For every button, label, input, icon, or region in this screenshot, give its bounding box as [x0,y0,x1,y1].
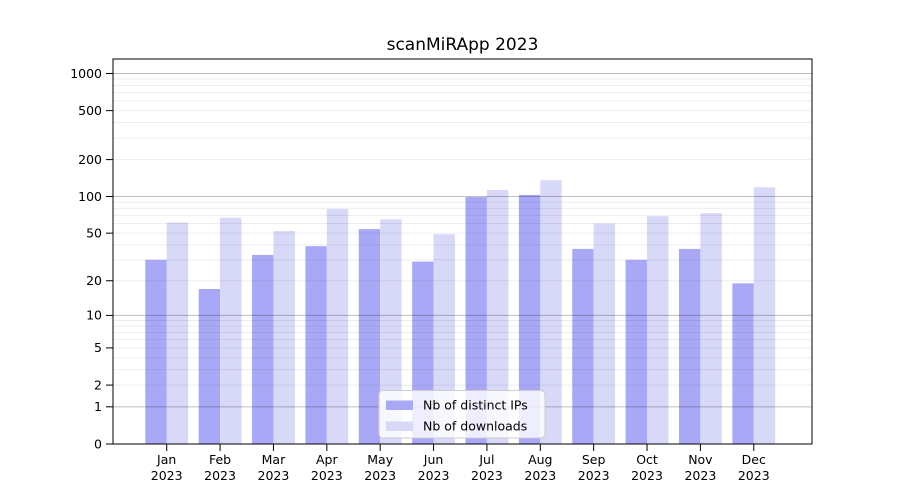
chart-title: scanMiRApp 2023 [387,35,539,55]
plot-area: 10005002001005020105210Jan2023Feb2023Mar… [70,58,813,483]
bar-downloads-aug [540,180,562,444]
bar-downloads-may [380,219,402,444]
x-tick-label-month: Sep [582,452,606,467]
x-tick-label-month: Apr [316,452,338,467]
y-tick-label: 0 [94,436,102,451]
x-tick-label-month: Oct [636,452,658,467]
x-tick-label-year: 2023 [364,468,396,483]
y-tick-label: 1000 [70,66,102,81]
y-tick-label: 100 [78,189,102,204]
bar-distinct-ips-sep [572,248,594,444]
bar-downloads-jul [486,190,509,444]
y-tick-label: 2 [94,377,102,392]
bar-downloads-jan [166,222,189,444]
x-tick-label-month: Mar [262,452,286,467]
x-tick-label-year: 2023 [418,468,450,483]
bar-distinct-ips-oct [625,259,648,444]
bar-distinct-ips-jul [465,197,487,444]
x-tick-label-year: 2023 [738,468,770,483]
bar-distinct-ips-mar [252,254,274,444]
bar-downloads-oct [647,216,669,444]
legend-swatch-distinct-ips-icon [386,400,413,410]
bar-distinct-ips-jan [145,259,167,444]
legend-label-downloads: Nb of downloads [423,419,527,434]
bar-downloads-apr [326,209,349,444]
x-tick-label-month: Jun [423,452,444,467]
x-tick-label-year: 2023 [151,468,183,483]
x-tick-label-month: Nov [688,452,713,467]
x-tick-label-month: Jul [478,452,494,467]
legend-box [378,390,546,439]
x-tick-label-year: 2023 [204,468,236,483]
y-tick-label: 5 [94,340,102,355]
y-tick-label: 20 [86,273,102,288]
x-tick-label-month: May [367,452,393,467]
y-tick-label: 10 [86,308,102,323]
x-tick-label-year: 2023 [631,468,663,483]
bar-downloads-feb [220,217,242,444]
x-tick-label-month: Feb [209,452,231,467]
bar-distinct-ips-may [358,229,381,444]
y-tick-label: 50 [86,225,102,240]
x-tick-label-month: Jan [156,452,176,467]
y-tick-label: 1 [94,399,102,414]
x-tick-label-year: 2023 [258,468,290,483]
x-tick-label-month: Dec [742,452,766,467]
bar-downloads-mar [273,231,295,444]
bar-distinct-ips-feb [198,289,221,444]
legend: Nb of distinct IPs Nb of downloads [378,390,546,439]
x-tick-label-month: Aug [528,452,552,467]
legend-swatch-downloads-icon [386,421,413,431]
legend-label-distinct-ips: Nb of distinct IPs [423,398,528,413]
bar-distinct-ips-aug [518,194,541,444]
x-tick-label-year: 2023 [524,468,556,483]
x-tick-label-year: 2023 [471,468,503,483]
plot-border [112,58,813,445]
x-tick-label-year: 2023 [578,468,610,483]
x-tick-label-year: 2023 [684,468,716,483]
x-tick-label-year: 2023 [311,468,343,483]
bar-distinct-ips-dec [732,283,754,444]
y-tick-label: 500 [78,103,102,118]
y-tick-label: 200 [78,152,102,167]
bar-downloads-dec [753,187,776,444]
bar-downloads-sep [593,223,616,444]
bar-distinct-ips-nov [679,248,701,444]
bar-distinct-ips-apr [305,246,327,444]
bar-downloads-nov [700,213,722,444]
